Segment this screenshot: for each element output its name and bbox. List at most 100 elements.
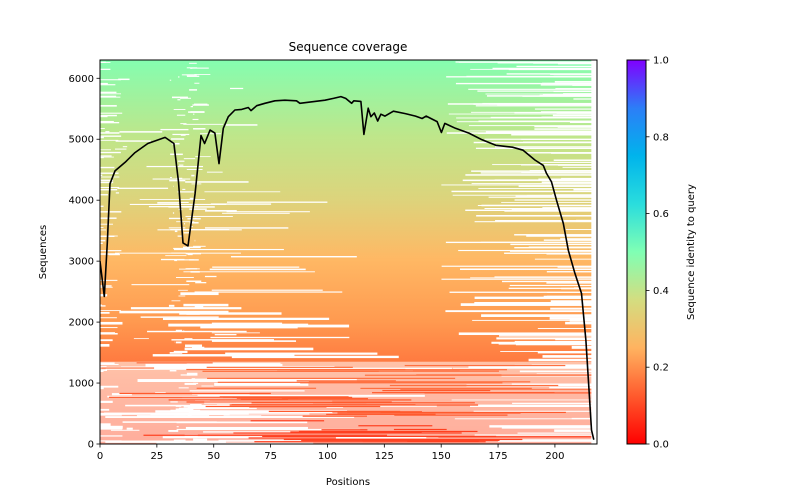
msa-gap bbox=[115, 140, 151, 142]
msa-gap bbox=[501, 280, 597, 283]
msa-gap bbox=[552, 114, 597, 117]
msa-gap bbox=[563, 93, 597, 95]
msa-gap bbox=[551, 152, 597, 154]
msa-gap bbox=[446, 132, 597, 134]
msa-gap bbox=[168, 206, 215, 208]
msa-gap bbox=[504, 252, 597, 254]
msa-sequence-line bbox=[251, 402, 367, 404]
msa-gap bbox=[546, 295, 597, 297]
msa-gap bbox=[458, 332, 597, 336]
msa-gap bbox=[184, 338, 193, 340]
msa-gap bbox=[100, 96, 121, 98]
msa-gap bbox=[528, 358, 597, 362]
msa-gap bbox=[511, 133, 597, 136]
msa-gap bbox=[100, 235, 118, 237]
msa-gap bbox=[514, 340, 597, 343]
msa-gap bbox=[542, 82, 597, 84]
msa-gap bbox=[459, 268, 597, 271]
msa-gap bbox=[514, 247, 597, 249]
msa-gap bbox=[229, 87, 244, 90]
msa-gap bbox=[484, 138, 597, 140]
msa-gap bbox=[506, 73, 597, 75]
msa-gap bbox=[100, 229, 107, 231]
x-tick-label: 75 bbox=[264, 451, 277, 462]
msa-gap bbox=[100, 79, 122, 81]
msa-gap bbox=[100, 305, 106, 307]
msa-gap bbox=[555, 88, 597, 90]
msa-gap bbox=[131, 284, 190, 286]
msa-gap bbox=[534, 128, 597, 130]
msa-sequence-line bbox=[250, 420, 325, 422]
msa-sequence-line bbox=[168, 399, 412, 401]
msa-gap bbox=[501, 202, 597, 203]
msa-gap bbox=[176, 221, 195, 223]
y-tick-label: 0 bbox=[88, 440, 94, 451]
msa-gap bbox=[146, 165, 204, 168]
msa-gap bbox=[100, 286, 113, 288]
msa-gap bbox=[177, 259, 195, 261]
msa-gap bbox=[100, 157, 104, 159]
msa-gap bbox=[553, 159, 597, 162]
msa-gap bbox=[183, 303, 229, 307]
msa-gap bbox=[185, 215, 233, 217]
msa-gap bbox=[195, 104, 204, 106]
msa-gap bbox=[117, 187, 169, 189]
msa-sequence-line bbox=[393, 428, 447, 431]
msa-gap bbox=[139, 199, 206, 200]
msa-gap bbox=[205, 227, 289, 229]
msa-gap bbox=[170, 153, 183, 156]
msa-gap bbox=[118, 78, 130, 81]
msa-gap bbox=[190, 106, 194, 108]
msa-gap bbox=[210, 336, 350, 339]
msa-gap bbox=[195, 156, 211, 158]
msa-gap bbox=[190, 111, 205, 113]
msa-gap bbox=[557, 266, 597, 268]
msa-gap bbox=[160, 128, 189, 131]
msa-gap bbox=[562, 166, 597, 168]
msa-gap bbox=[495, 220, 597, 222]
msa-gap bbox=[152, 178, 191, 180]
msa-gap bbox=[475, 105, 597, 107]
msa-gap bbox=[474, 301, 597, 305]
msa-gap bbox=[179, 312, 282, 315]
msa-sequence-line bbox=[407, 440, 479, 442]
msa-sequence-line bbox=[296, 380, 396, 382]
msa-gap bbox=[100, 82, 108, 85]
msa-gap bbox=[211, 340, 297, 342]
msa-gap bbox=[549, 317, 597, 320]
msa-gap bbox=[175, 329, 183, 332]
y-tick-label: 1000 bbox=[69, 379, 94, 390]
msa-gap bbox=[100, 68, 111, 70]
msa-gap bbox=[100, 188, 118, 191]
msa-gap bbox=[177, 235, 183, 237]
msa-sequence-line bbox=[321, 429, 368, 431]
msa-gap bbox=[194, 239, 196, 242]
msa-sequence-line bbox=[232, 396, 353, 398]
y-axis-label: Sequences bbox=[38, 225, 49, 280]
msa-gap bbox=[100, 149, 111, 151]
y-tick-label: 3000 bbox=[69, 257, 94, 268]
msa-sequence-line bbox=[326, 413, 436, 415]
msa-gap bbox=[441, 184, 597, 186]
msa-gap bbox=[168, 217, 183, 220]
msa-gap bbox=[173, 247, 190, 250]
msa-gap bbox=[189, 62, 197, 64]
msa-gap bbox=[225, 352, 378, 355]
msa-heatmap bbox=[100, 60, 597, 444]
colorbar-tick-label: 0.0 bbox=[653, 440, 669, 451]
msa-sequence-line bbox=[380, 411, 566, 414]
msa-gap bbox=[205, 210, 237, 212]
msa-gap bbox=[193, 128, 206, 130]
msa-gap bbox=[495, 146, 597, 148]
msa-gap bbox=[515, 195, 597, 197]
x-tick-label: 0 bbox=[97, 451, 103, 462]
msa-gap bbox=[100, 239, 106, 242]
msa-sequence-line bbox=[268, 410, 401, 413]
msa-sequence-line bbox=[248, 437, 336, 439]
msa-gap bbox=[100, 178, 102, 180]
msa-gap bbox=[178, 295, 186, 297]
msa-gap bbox=[100, 151, 121, 154]
msa-gap bbox=[547, 291, 597, 293]
msa-gap bbox=[100, 317, 117, 319]
colorbar bbox=[626, 59, 647, 445]
